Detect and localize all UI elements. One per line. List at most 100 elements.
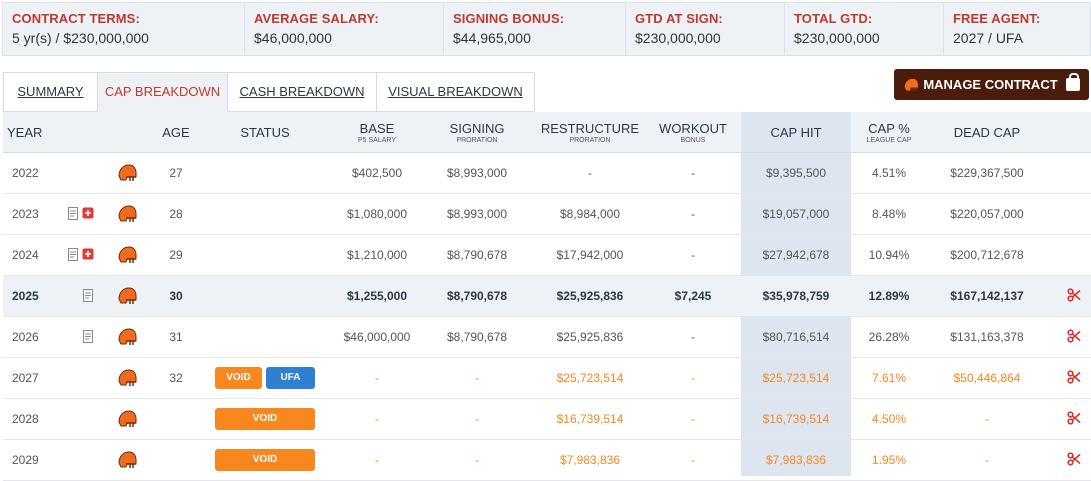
cell-age — [151, 440, 201, 480]
summary-signing-bonus: SIGNING BONUS: $44,965,000 — [444, 3, 626, 55]
cell-base: $1,210,000 — [346, 248, 408, 262]
cell-dead-cap: $229,367,500 — [950, 166, 1024, 180]
helmet-icon — [117, 205, 137, 223]
cell-dead-cap: - — [985, 412, 989, 426]
summary-value: $44,965,000 — [453, 30, 531, 46]
cell-restructure: $25,723,514 — [556, 371, 624, 385]
scissors-icon[interactable] — [1067, 411, 1081, 425]
helmet-icon — [117, 328, 137, 346]
summary-value: $230,000,000 — [635, 30, 721, 46]
cap-hit-header-highlight — [741, 112, 851, 152]
header-age: AGE — [162, 124, 190, 140]
header-dead-cap: DEAD CAP — [953, 124, 1021, 140]
cell-restructure: $7,983,836 — [559, 453, 621, 467]
cell-workout: - — [691, 453, 695, 467]
cell-signing: $8,993,000 — [446, 207, 508, 221]
cell-year: 2023 — [12, 207, 39, 221]
cell-restructure: $16,739,514 — [556, 412, 624, 426]
cell-base: $1,255,000 — [346, 289, 408, 303]
helmet-icon — [117, 287, 137, 305]
cell-cap-hit: $19,057,000 — [762, 207, 830, 221]
cell-signing: $8,993,000 — [446, 166, 508, 180]
document-icon[interactable] — [83, 289, 93, 302]
cell-age: 32 — [169, 371, 183, 385]
cell-cap-pct: 7.61% — [871, 371, 907, 385]
cap-breakdown-table: YEAR AGE STATUS BASE P5 SALARY SIGNING PRO… — [3, 112, 1091, 481]
helmet-icon — [117, 410, 137, 428]
cell-cap-hit: $80,716,514 — [762, 330, 830, 344]
helmet-icon — [117, 369, 137, 387]
table-row: 2027 32 VOID UFA - - $25,723,514 - $25,723,514 7.… — [3, 358, 1091, 399]
manage-contract-button[interactable]: MANAGE CONTRACT — [894, 69, 1089, 100]
tab-summary[interactable]: SUMMARY — [3, 72, 98, 112]
cell-base: $46,000,000 — [343, 330, 411, 344]
cell-restructure: - — [588, 166, 592, 180]
cell-cap-hit: $16,739,514 — [762, 412, 830, 426]
tab-cap-breakdown[interactable]: CAP BREAKDOWN — [98, 72, 228, 112]
scissors-icon[interactable] — [1067, 288, 1081, 302]
table-row: 2024 29 $1,210,000 $8,790,678 $17,942,000 - $2… — [3, 235, 1091, 276]
contract-summary: CONTRACT TERMS: 5 yr(s) / $230,000,000 A… — [2, 2, 1091, 56]
table-body: 2022 27 $402,500 $8,993,000 - - $9,395,500 4.51… — [3, 153, 1091, 481]
cell-cap-pct: 1.95% — [871, 453, 907, 467]
plus-square-icon[interactable] — [82, 248, 94, 260]
cell-signing: $8,790,678 — [446, 248, 508, 262]
plus-square-icon[interactable] — [82, 207, 94, 219]
summary-free-agent: FREE AGENT: 2027 / UFA — [944, 3, 1090, 55]
cell-restructure: $8,984,000 — [559, 207, 621, 221]
cell-dead-cap: $131,163,378 — [950, 330, 1024, 344]
cell-restructure: $25,925,836 — [556, 330, 624, 344]
cell-workout: - — [691, 330, 695, 344]
summary-label: SIGNING BONUS: — [453, 11, 565, 26]
summary-label: FREE AGENT: — [953, 11, 1041, 26]
cell-dead-cap: $220,057,000 — [950, 207, 1024, 221]
cell-cap-pct: 10.94% — [868, 248, 910, 262]
summary-label: GTD AT SIGN: — [635, 11, 723, 26]
summary-value: $46,000,000 — [254, 30, 332, 46]
cell-signing: $8,790,678 — [446, 289, 508, 303]
scissors-icon[interactable] — [1067, 452, 1081, 466]
header-status: STATUS — [240, 124, 290, 140]
cell-signing: $8,790,678 — [446, 330, 508, 344]
cell-cap-hit: $25,723,514 — [762, 371, 830, 385]
table-row: 2023 28 $1,080,000 $8,993,000 $8,984,000 - $19… — [3, 194, 1091, 235]
tab-cash-breakdown[interactable]: CASH BREAKDOWN — [228, 72, 377, 112]
scissors-icon[interactable] — [1067, 370, 1081, 384]
cell-age: 28 — [169, 207, 183, 221]
status-badge-void: VOID — [215, 449, 315, 471]
summary-value: 2027 / UFA — [953, 30, 1024, 46]
cell-year: 2024 — [12, 248, 39, 262]
header-cap-pct: CAP % LEAGUE CAP — [866, 120, 912, 144]
cell-base: - — [375, 412, 379, 426]
status-badge-void: VOID — [215, 408, 315, 430]
table-row: 2022 27 $402,500 $8,993,000 - - $9,395,500 4.51… — [3, 153, 1091, 194]
summary-contract-terms: CONTRACT TERMS: 5 yr(s) / $230,000,000 — [3, 3, 245, 55]
summary-value: 5 yr(s) / $230,000,000 — [12, 30, 149, 46]
helmet-icon — [905, 78, 919, 91]
document-icon[interactable] — [68, 207, 78, 220]
cell-year: 2027 — [12, 371, 39, 385]
cell-base: - — [375, 453, 379, 467]
cell-cap-hit: $27,942,678 — [762, 248, 830, 262]
cell-signing: - — [475, 371, 479, 385]
header-base: BASE P5 SALARY — [357, 120, 396, 144]
cell-age — [151, 399, 201, 439]
document-icon[interactable] — [68, 248, 78, 261]
document-icon[interactable] — [83, 330, 93, 343]
cell-cap-pct: 26.28% — [868, 330, 910, 344]
header-cap-hit: CAP HIT — [770, 124, 822, 140]
summary-label: CONTRACT TERMS: — [12, 11, 140, 26]
summary-gtd-at-sign: GTD AT SIGN: $230,000,000 — [626, 3, 785, 55]
tab-visual-breakdown[interactable]: VISUAL BREAKDOWN — [377, 72, 535, 112]
scissors-icon[interactable] — [1067, 329, 1081, 343]
lock-icon — [1065, 73, 1080, 91]
cell-age: 30 — [169, 289, 183, 303]
cell-year: 2025 — [12, 289, 39, 303]
header-year: YEAR — [7, 124, 43, 140]
cell-base: $1,080,000 — [346, 207, 408, 221]
cell-cap-pct: 4.50% — [871, 412, 907, 426]
cell-year: 2029 — [12, 453, 39, 467]
cell-age: 27 — [169, 166, 183, 180]
cell-restructure: $17,942,000 — [556, 248, 624, 262]
table-row: 2029 VOID - - $7,983,836 - $7,983,836 1.95% - — [3, 440, 1091, 481]
